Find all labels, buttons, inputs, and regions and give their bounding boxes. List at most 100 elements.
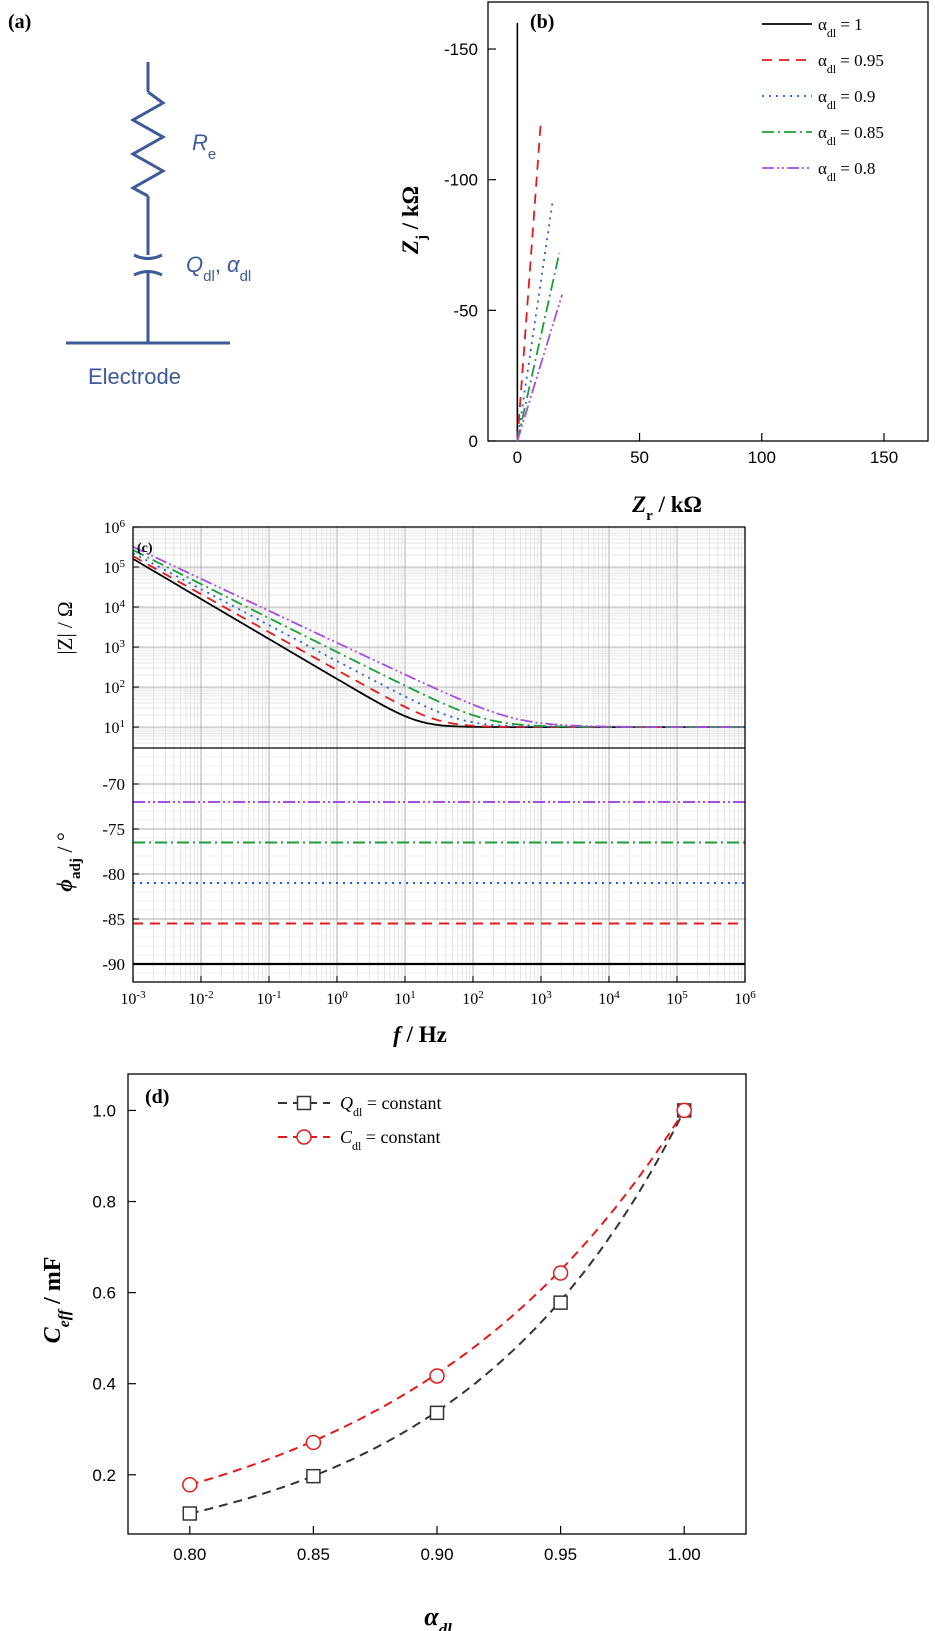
b-legend-entry-0: αdl = 1	[818, 15, 863, 40]
cpe-plate-bottom	[133, 270, 163, 277]
c-xtick-label: 105	[666, 989, 688, 1008]
panel-a: (a) Re Qdl, αdl Electrode	[8, 11, 251, 389]
re-label: Re	[192, 130, 216, 163]
c-xtick-label: 100	[326, 989, 348, 1008]
d-legend-label-1: Cdl = constant	[340, 1127, 441, 1153]
panel-c: 10-3 10-2 10-1 100 101 102 103 104 105 106 101 102 1…	[52, 518, 756, 1047]
d-point-qdl	[182, 1506, 198, 1521]
c-phase-ytick-label: -90	[102, 955, 125, 974]
panel-c-label: (c)	[137, 541, 153, 556]
electrode-label: Electrode	[88, 364, 181, 389]
b-ytick-label: -150	[444, 40, 478, 59]
panel-c-grid	[132, 526, 746, 982]
panel-c-phase-series	[133, 801, 745, 966]
c-xtick-label: 101	[394, 989, 416, 1008]
panel-d-xlabel: αdl	[424, 1602, 452, 1631]
c-phase-ytick-label: -75	[102, 820, 125, 839]
b-series-alpha-09	[516, 200, 554, 442]
panel-b: (b) 0 50 100 150 0 -50 -100 -150 αdl = 1 αdl = 0.9…	[398, 1, 929, 524]
c-mag-ytick-label: 103	[104, 638, 126, 657]
resistor-symbol	[129, 90, 167, 198]
b-legend-entry-2: αdl = 0.9	[818, 87, 875, 112]
d-fit-cdl	[189, 1109, 686, 1486]
d-ytick-label: 0.8	[92, 1193, 116, 1212]
panel-b-legend: αdl = 1 αdl = 0.95 αdl = 0.9 αdl = 0.85 αdl = 0.8	[762, 15, 884, 184]
b-legend-entry-1: αdl = 0.95	[818, 51, 884, 76]
c-xtick-label: 102	[462, 989, 484, 1008]
b-ytick-label: -100	[444, 171, 478, 190]
d-point-qdl	[429, 1405, 445, 1421]
d-ytick-label: 0.4	[92, 1375, 116, 1394]
c-mag-ytick-label: 104	[104, 598, 126, 617]
c-mag-ytick-label: 101	[104, 718, 126, 737]
d-point-cdl	[552, 1265, 569, 1281]
c-mag-ytick-label: 102	[104, 678, 126, 697]
c-xtick-label: 10-1	[256, 989, 281, 1008]
c-mag-series-alpha-09	[132, 552, 745, 728]
panel-b-label: (b)	[530, 11, 554, 33]
d-point-cdl	[676, 1102, 692, 1119]
d-ytick-label: 0.2	[92, 1466, 116, 1485]
c-phase-ytick-label: -85	[102, 910, 125, 929]
panel-c-frame	[132, 526, 746, 983]
b-ytick-label: -50	[453, 301, 478, 320]
b-ytick-label: 0	[469, 432, 478, 451]
c-mag-series-alpha-085	[132, 549, 745, 728]
b-series-alpha-095	[516, 122, 542, 442]
c-mag-series-alpha-08	[132, 545, 745, 728]
d-point-cdl	[305, 1434, 322, 1451]
c-xtick-label: 10-3	[120, 989, 146, 1008]
b-xtick-label: 100	[748, 448, 776, 467]
d-point-cdl	[429, 1368, 445, 1384]
qdl-label: Qdl, αdl	[186, 252, 251, 285]
c-xtick-label: 10-2	[188, 989, 213, 1008]
panel-b-frame	[487, 1, 929, 442]
b-legend-entry-4: αdl = 0.8	[818, 159, 875, 184]
panel-c-xlabel: f / Hz	[393, 1022, 447, 1047]
panel-d-label: (d)	[145, 1086, 169, 1108]
circuit-diagram	[66, 62, 230, 345]
d-legend-label-0: Qdl = constant	[340, 1093, 441, 1119]
cpe-plate-top	[133, 253, 163, 260]
panel-c-mag-ylabel: |Z| / Ω	[53, 601, 77, 654]
b-series-alpha-085	[516, 252, 561, 442]
b-xtick-label: 0	[513, 448, 522, 467]
b-legend-entry-3: αdl = 0.85	[818, 123, 884, 148]
panel-c-ticks: 10-3 10-2 10-1 100 101 102 103 104 105 106 101 102 1…	[102, 518, 756, 1008]
d-xtick-label: 0.85	[297, 1545, 330, 1564]
d-fit-qdl	[189, 1109, 686, 1515]
c-mag-ytick-label: 105	[104, 558, 126, 577]
c-xtick-label: 104	[598, 989, 620, 1008]
b-series-alpha-08	[516, 294, 563, 442]
d-legend-marker-cdl	[296, 1129, 312, 1145]
panel-b-xlabel: Zr / kΩ	[631, 492, 702, 524]
panel-c-phase-ylabel: ϕadj / °	[52, 832, 84, 892]
c-phase-ytick-label: -70	[102, 775, 125, 794]
d-xtick-label: 0.90	[420, 1545, 453, 1564]
panel-d-legend: Qdl = constant Cdl = constant	[278, 1093, 441, 1153]
panel-d-curves	[189, 1109, 686, 1515]
b-xtick-label: 50	[630, 448, 649, 467]
panel-b-ylabel: Zj / kΩ	[398, 186, 430, 255]
panel-c-magnitude-series	[132, 545, 745, 728]
c-phase-ytick-label: -80	[102, 865, 125, 884]
panel-b-series	[516, 22, 563, 442]
d-point-qdl	[306, 1468, 321, 1484]
d-legend-marker-qdl	[296, 1095, 312, 1111]
d-point-cdl	[182, 1477, 198, 1493]
c-mag-ytick-label: 106	[104, 518, 126, 537]
c-xtick-label: 103	[530, 989, 552, 1008]
panel-d-ticks: 0.80 0.85 0.90 0.95 1.00 0.2 0.4 0.6 0.8 1.0	[92, 1101, 700, 1564]
b-xtick-label: 150	[870, 448, 898, 467]
c-mag-series-alpha-095	[132, 555, 745, 728]
c-xtick-label: 106	[734, 989, 756, 1008]
d-point-qdl	[553, 1295, 568, 1310]
d-xtick-label: 0.80	[173, 1545, 206, 1564]
panel-d: (d) 0.80 0.85 0.90 0.95 1.000.20.40.60.81.0 …	[40, 1073, 747, 1631]
d-xtick-label: 0.95	[544, 1545, 577, 1564]
panel-d-ylabel: Ceff / mF	[40, 1257, 73, 1344]
d-ytick-label: 1.0	[92, 1101, 116, 1120]
panel-b-ticks: 0 50 100 150 0 -50 -100 -150	[444, 40, 898, 467]
panel-d-points	[182, 1102, 692, 1521]
